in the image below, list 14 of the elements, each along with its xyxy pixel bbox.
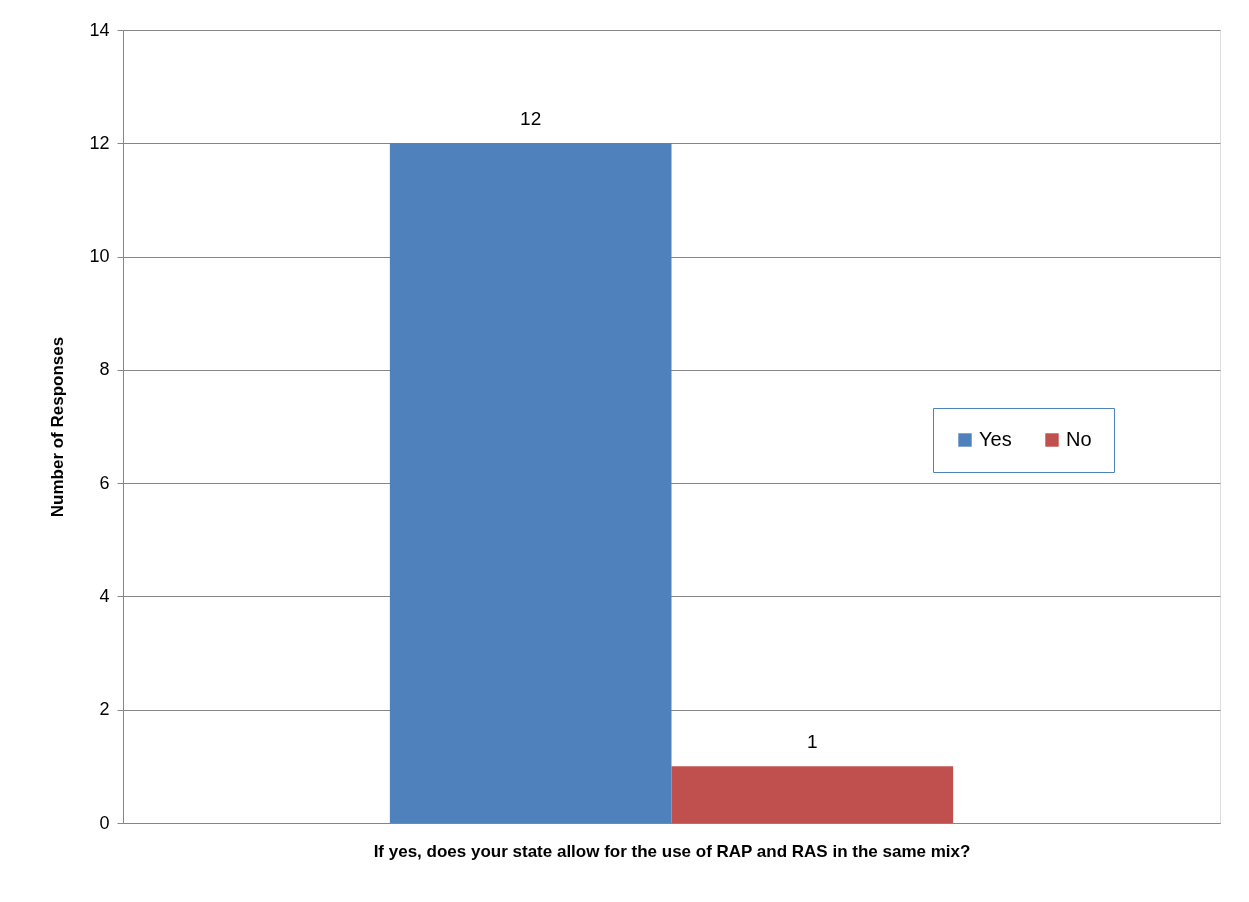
y-tick-label: 2 xyxy=(99,699,110,720)
legend-label: No xyxy=(1066,428,1092,450)
data-label: 12 xyxy=(520,108,542,130)
y-axis-title: Number of Responses xyxy=(48,336,68,518)
y-tick-label: 12 xyxy=(89,132,110,153)
y-tick-label: 10 xyxy=(89,246,110,267)
y-tick-label: 4 xyxy=(99,585,110,606)
legend-label: Yes xyxy=(979,428,1012,450)
y-tick-label: 8 xyxy=(99,359,110,380)
y-tick-label: 6 xyxy=(99,472,110,493)
y-tick-label: 0 xyxy=(99,812,110,833)
data-label: 1 xyxy=(807,731,818,753)
x-axis-title: If yes, does your state allow for the use of RAP and RAS in the same mix? xyxy=(373,841,971,861)
y-tick-label: 14 xyxy=(89,19,110,40)
